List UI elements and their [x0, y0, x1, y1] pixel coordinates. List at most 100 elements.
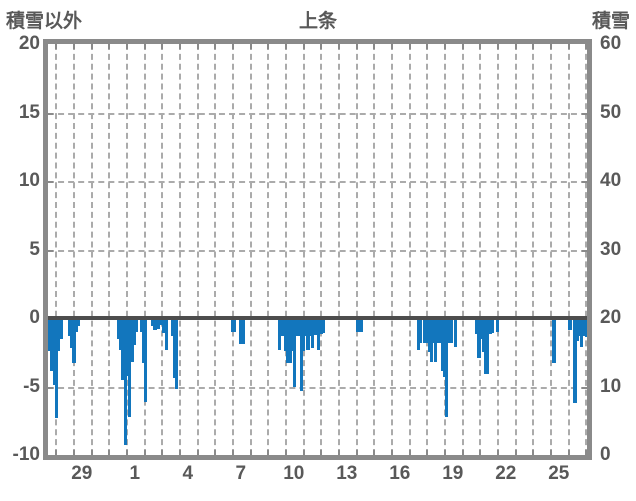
x-tick-bottom	[355, 450, 358, 455]
precip-bar	[453, 318, 458, 347]
right-axis-title: 積雪	[591, 11, 630, 32]
x-tick-top	[496, 44, 499, 49]
precip-bar	[241, 318, 245, 345]
precip-bar	[359, 318, 364, 332]
x-axis-tick-label: 19	[442, 463, 464, 484]
precip-bar	[151, 318, 155, 327]
x-tick-bottom	[55, 450, 58, 455]
x-axis-tick-label: 13	[336, 463, 358, 484]
right-axis-tick-label: 10	[600, 375, 622, 397]
precip-bar	[425, 318, 429, 344]
x-tick-top	[90, 44, 93, 49]
precip-bar	[156, 318, 161, 329]
x-tick-bottom	[161, 450, 164, 455]
x-tick-bottom	[108, 450, 111, 455]
precip-bar	[577, 318, 581, 336]
y-tick-left	[48, 112, 53, 115]
x-tick-bottom	[514, 450, 517, 455]
left-axis-title: 積雪以外	[6, 11, 83, 32]
precip-bar	[277, 318, 282, 350]
precip-bar	[50, 318, 54, 372]
left-axis-tick-label: 0	[29, 307, 40, 328]
x-axis-tick-label: 4	[182, 463, 194, 484]
precip-bar	[312, 318, 317, 336]
precip-bar	[579, 318, 584, 347]
horizontal-gridline	[48, 181, 587, 183]
precip-bar	[490, 318, 495, 334]
x-axis-tick-label: 1	[129, 463, 141, 484]
x-tick-bottom	[461, 450, 464, 455]
horizontal-gridline	[48, 249, 587, 252]
x-tick-bottom	[178, 450, 181, 455]
x-axis-tick-label: 10	[283, 463, 305, 484]
y-tick-right	[582, 112, 587, 115]
precip-bar	[162, 318, 166, 334]
precip-bar	[479, 318, 483, 339]
precip-bar	[164, 318, 169, 350]
x-tick-top	[161, 44, 164, 49]
x-tick-bottom	[125, 450, 128, 455]
precip-bar	[306, 318, 310, 350]
precip-bar	[290, 318, 295, 351]
precip-bar	[317, 318, 321, 350]
precip-bar	[295, 318, 299, 336]
x-tick-bottom	[249, 450, 252, 455]
precip-bar	[284, 318, 288, 351]
precip-bar	[310, 318, 314, 349]
x-axis-tick-label: 25	[548, 463, 570, 484]
precip-bar	[484, 318, 488, 375]
precip-bar	[117, 318, 121, 339]
precip-bar	[429, 318, 434, 362]
y-tick-right	[582, 249, 587, 252]
x-tick-bottom	[214, 450, 217, 455]
right-axis-tick-label: 60	[600, 33, 622, 54]
precip-bar	[573, 318, 577, 403]
plot-frame	[43, 39, 592, 460]
precip-bar	[575, 318, 579, 342]
precip-bar	[72, 318, 76, 364]
x-tick-bottom	[408, 450, 411, 455]
precip-bar	[170, 318, 175, 336]
x-tick-top	[373, 44, 376, 49]
precip-bar	[139, 318, 143, 332]
precip-bar	[356, 318, 360, 332]
precip-bar	[172, 318, 177, 379]
x-axis-tick-label: 29	[71, 463, 93, 484]
x-tick-bottom	[443, 450, 446, 455]
precip-bar	[443, 318, 447, 377]
x-axis-tick-label: 22	[495, 463, 517, 484]
y-tick-left	[48, 386, 53, 389]
precip-bar	[447, 318, 451, 344]
precip-bar	[121, 318, 125, 380]
precip-bar	[143, 318, 148, 402]
x-tick-bottom	[496, 450, 499, 455]
precip-bar	[279, 318, 284, 336]
x-tick-top	[585, 44, 587, 49]
x-tick-top	[196, 44, 199, 49]
x-tick-bottom	[143, 450, 146, 455]
x-tick-bottom	[231, 450, 234, 455]
precip-bar	[134, 318, 139, 332]
y-tick-left	[48, 181, 53, 183]
precip-bar	[486, 318, 490, 375]
precip-bar	[297, 318, 301, 336]
x-axis-tick-label: 7	[235, 463, 247, 484]
precip-bar	[423, 318, 427, 344]
precip-bar	[48, 318, 52, 351]
y-tick-right	[582, 181, 587, 183]
x-tick-bottom	[585, 450, 587, 455]
precip-bar	[584, 318, 587, 338]
x-tick-top	[108, 44, 111, 49]
x-axis-tick-label: 16	[389, 463, 411, 484]
x-tick-bottom	[320, 450, 323, 455]
x-tick-top	[178, 44, 181, 49]
precip-bar	[582, 318, 586, 336]
x-tick-bottom	[479, 450, 482, 455]
y-tick-right	[582, 386, 587, 389]
precip-bar	[299, 318, 304, 391]
x-tick-bottom	[532, 450, 535, 455]
x-tick-top	[249, 44, 252, 49]
precip-bar	[70, 318, 74, 349]
precip-bar	[76, 318, 81, 327]
x-tick-top	[55, 44, 58, 49]
